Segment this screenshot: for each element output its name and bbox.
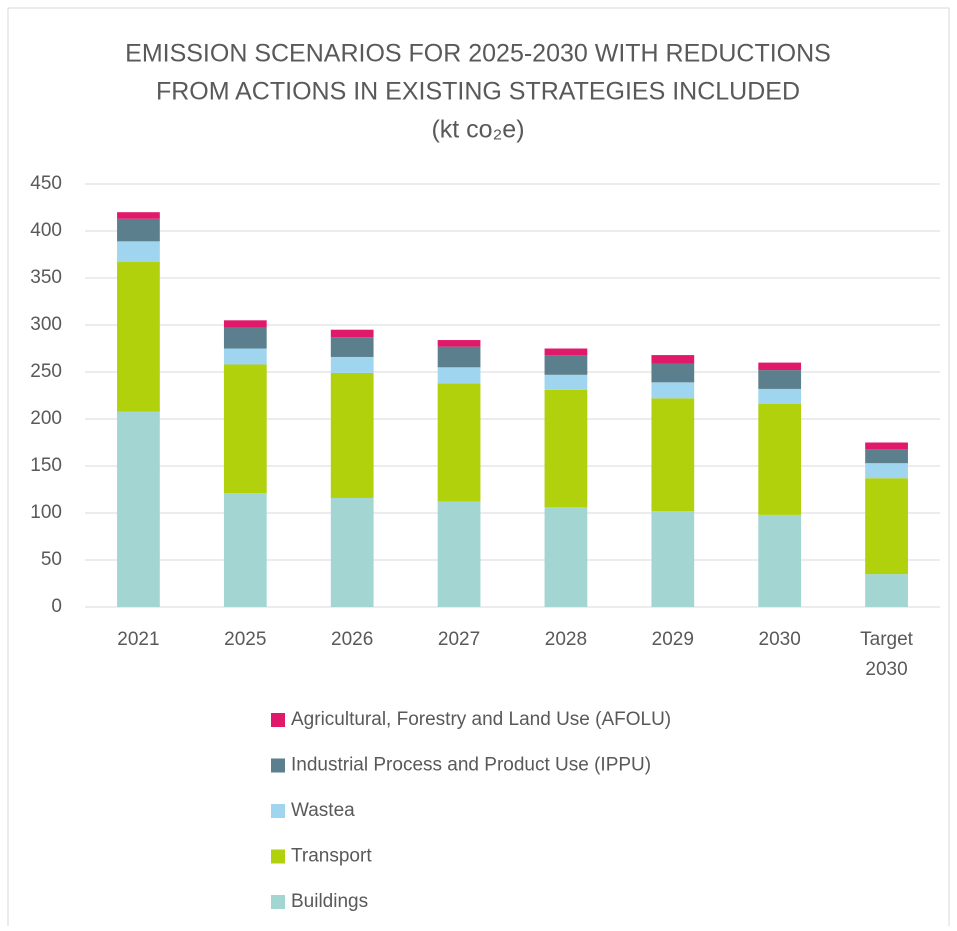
bar-segment (758, 370, 802, 389)
x-tick-label: Target 2030 (860, 629, 914, 680)
y-tick-label: 350 (30, 267, 62, 288)
y-tick-label: 450 (30, 173, 62, 194)
bar-segment (865, 478, 908, 575)
bar-segment (223, 320, 267, 328)
bar-segment (651, 355, 695, 364)
legend-label: Industrial Process and Product Use (IPPU… (291, 755, 651, 776)
bar-segment (544, 507, 588, 607)
y-tick-label: 250 (30, 361, 62, 382)
y-tick-label: 400 (30, 220, 62, 241)
legend-label: Agricultural, Forestry and Land Use (AFO… (291, 709, 671, 730)
bar-segment (437, 383, 481, 502)
y-tick-label: 100 (30, 502, 62, 523)
y-tick-label: 150 (30, 455, 62, 476)
bar-segment (437, 340, 481, 347)
legend-label: Buildings (291, 891, 368, 912)
bar-segment (544, 355, 588, 375)
bar-segment (117, 411, 160, 607)
y-tick-label: 300 (30, 314, 62, 335)
bar-segment (865, 449, 908, 464)
bar-segment (651, 363, 695, 383)
y-tick-label: 200 (30, 408, 62, 429)
bar-segment (651, 398, 695, 512)
bar-segment (223, 348, 267, 365)
bar-segment (437, 501, 481, 607)
legend-label: Transport (291, 846, 372, 867)
bar-segment (117, 218, 160, 242)
bar-segment (758, 514, 802, 607)
bar-segment (651, 511, 695, 607)
legend-swatch (271, 895, 285, 909)
bar-segment (758, 403, 802, 515)
bar-segment (117, 212, 160, 219)
bar-segment (865, 442, 908, 450)
bar-segment (544, 389, 588, 508)
bar-segment (223, 327, 267, 349)
bar-segment (223, 364, 267, 494)
legend-swatch (271, 758, 285, 773)
legend-swatch (271, 804, 285, 818)
legend-swatch (271, 849, 285, 864)
x-tick-label: 2021 (117, 629, 159, 650)
chart-title: (kt co₂e) (431, 116, 524, 144)
bar-segment (437, 367, 481, 384)
y-tick-label: 0 (51, 596, 62, 617)
bar-segment (223, 493, 267, 607)
bar-segment (865, 463, 908, 479)
bar-segment (544, 348, 588, 356)
bar-segment (758, 362, 802, 371)
bar-segment (758, 388, 802, 404)
bar-segment (865, 574, 908, 607)
y-tick-label: 50 (41, 549, 62, 570)
bar-segment (651, 382, 695, 399)
x-tick-label: 2026 (331, 629, 373, 650)
legend-label: Wastea (291, 800, 355, 821)
bar-segment (330, 337, 374, 357)
bar-segment (544, 374, 588, 390)
bar-segment (330, 356, 374, 373)
x-tick-label: 2029 (652, 629, 694, 650)
bar-segment (437, 346, 481, 368)
bar-segment (117, 241, 160, 263)
bar-segment (330, 329, 374, 338)
x-tick-label: 2028 (545, 629, 587, 650)
chart-title: EMISSION SCENARIOS FOR 2025-2030 WITH RE… (125, 40, 831, 68)
legend-swatch (271, 713, 285, 727)
bar-segment (330, 372, 374, 498)
chart-title: FROM ACTIONS IN EXISTING STRATEGIES INCL… (156, 78, 800, 106)
bar-segment (330, 497, 374, 607)
bar-segment (117, 262, 160, 412)
x-tick-label: 2025 (224, 629, 266, 650)
x-tick-label: 2030 (759, 629, 801, 650)
chart-border (7, 7, 950, 931)
x-tick-label: 2027 (438, 629, 480, 650)
